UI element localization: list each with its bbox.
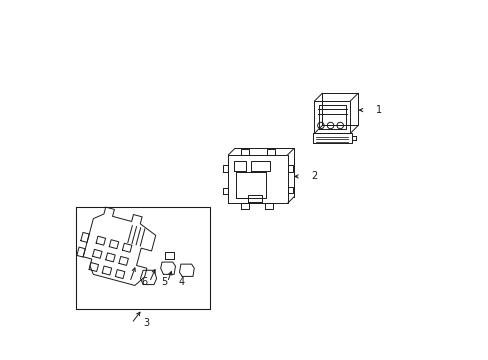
Text: 3: 3 (142, 319, 149, 328)
Text: 2: 2 (311, 171, 317, 181)
Text: 6: 6 (141, 277, 147, 287)
Text: 4: 4 (179, 277, 184, 287)
Text: 1: 1 (375, 105, 382, 115)
Text: 5: 5 (161, 277, 167, 287)
